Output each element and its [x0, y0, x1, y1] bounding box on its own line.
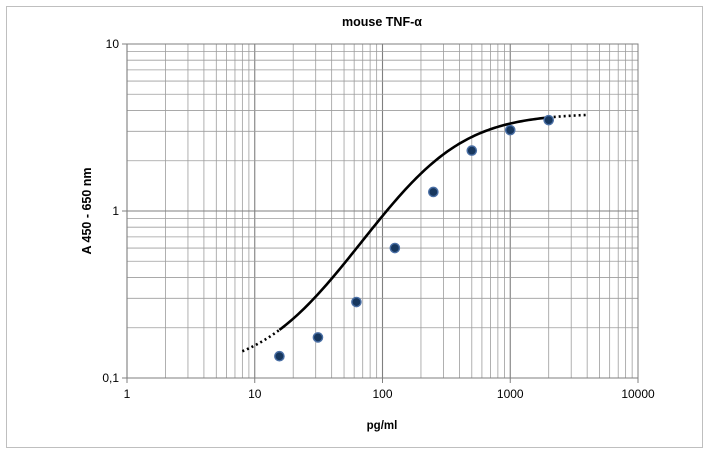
x-tick-label: 1	[124, 387, 131, 401]
x-tick-label: 10	[248, 387, 262, 401]
data-points	[274, 114, 555, 362]
data-point	[543, 114, 555, 126]
data-point	[389, 242, 401, 254]
gridlines	[126, 44, 638, 379]
data-point	[312, 332, 324, 343]
x-tick-label: 1000	[497, 387, 524, 401]
x-axis-ticks: 1 10 100 1000 10000	[124, 378, 655, 401]
chart-title: mouse TNF-α	[342, 15, 422, 29]
y-tick-label: 0,1	[102, 371, 119, 385]
x-tick-label: 10000	[621, 387, 655, 401]
y-tick-label: 1	[112, 204, 119, 218]
data-point	[351, 296, 362, 308]
data-point	[466, 145, 478, 156]
data-point	[274, 350, 285, 362]
y-axis-ticks: 10 1 0,1	[102, 37, 127, 385]
y-tick-label: 10	[106, 37, 120, 51]
fit-curve	[278, 116, 549, 331]
fit-curve-extrapolation-left	[241, 328, 281, 353]
fit-curve-extrapolation-right	[548, 113, 588, 119]
x-axis-label: pg/ml	[367, 420, 398, 432]
data-point	[504, 124, 516, 136]
y-axis-label: A 450 - 650 nm	[80, 167, 94, 254]
data-point	[428, 186, 439, 198]
x-tick-label: 100	[372, 387, 392, 401]
